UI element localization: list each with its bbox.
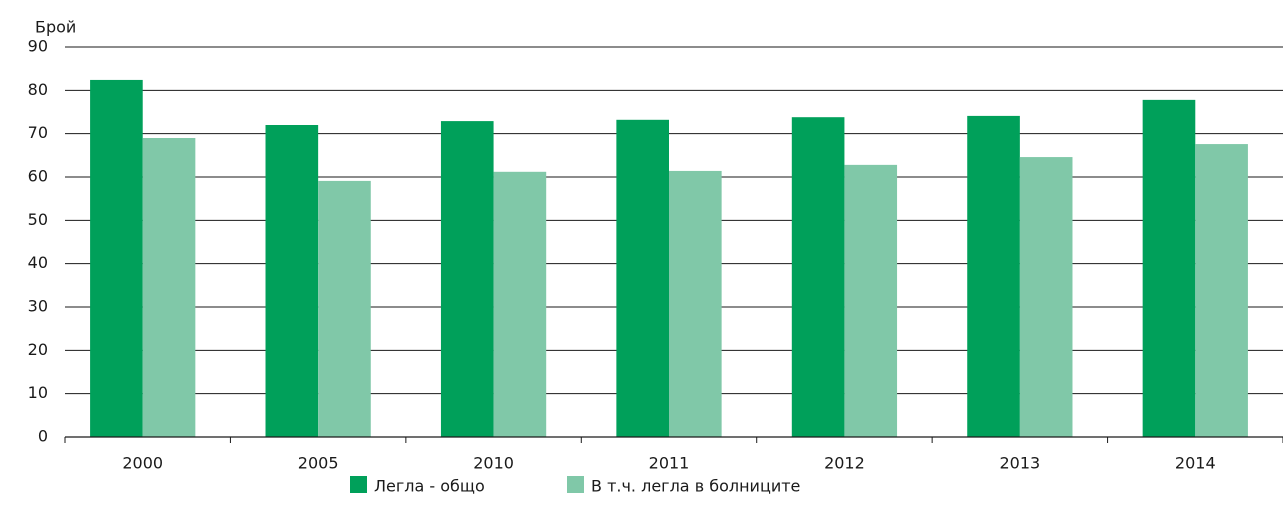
bar [844,164,898,437]
x-tick-label: 2000 [122,454,163,473]
x-tick-label: 2010 [473,454,514,473]
x-tick-label: 2012 [824,454,865,473]
bar [440,121,494,437]
y-tick-label: 40 [28,253,48,272]
bar [318,180,371,437]
legend-label: Легла - общо [374,477,485,496]
y-tick-label: 20 [28,340,48,359]
bar [967,115,1020,438]
y-tick-label: 60 [28,167,48,186]
bar [1195,144,1248,438]
x-tick-label: 2011 [649,454,690,473]
bar [1019,157,1073,438]
bar [616,119,669,438]
y-tick-label: 10 [28,383,48,402]
x-tick-label: 2005 [298,454,339,473]
bar [493,171,547,438]
legend-swatch [567,476,584,493]
x-tick-label: 2013 [999,454,1040,473]
bar [142,138,196,437]
y-tick-label: 0 [38,427,48,446]
legend-swatch [350,476,367,493]
bar [90,79,143,437]
bar [265,125,319,437]
legend-label: В т.ч. легла в болниците [591,477,800,496]
bar [791,117,845,437]
y-tick-label: 80 [28,80,48,99]
bar [1142,99,1196,437]
bar [669,170,722,437]
y-tick-label: 30 [28,297,48,316]
y-tick-label: 90 [28,37,48,56]
x-tick-label: 2014 [1175,454,1216,473]
y-tick-label: 70 [28,123,48,142]
y-axis-label: Брой [35,18,76,37]
y-tick-label: 50 [28,210,48,229]
